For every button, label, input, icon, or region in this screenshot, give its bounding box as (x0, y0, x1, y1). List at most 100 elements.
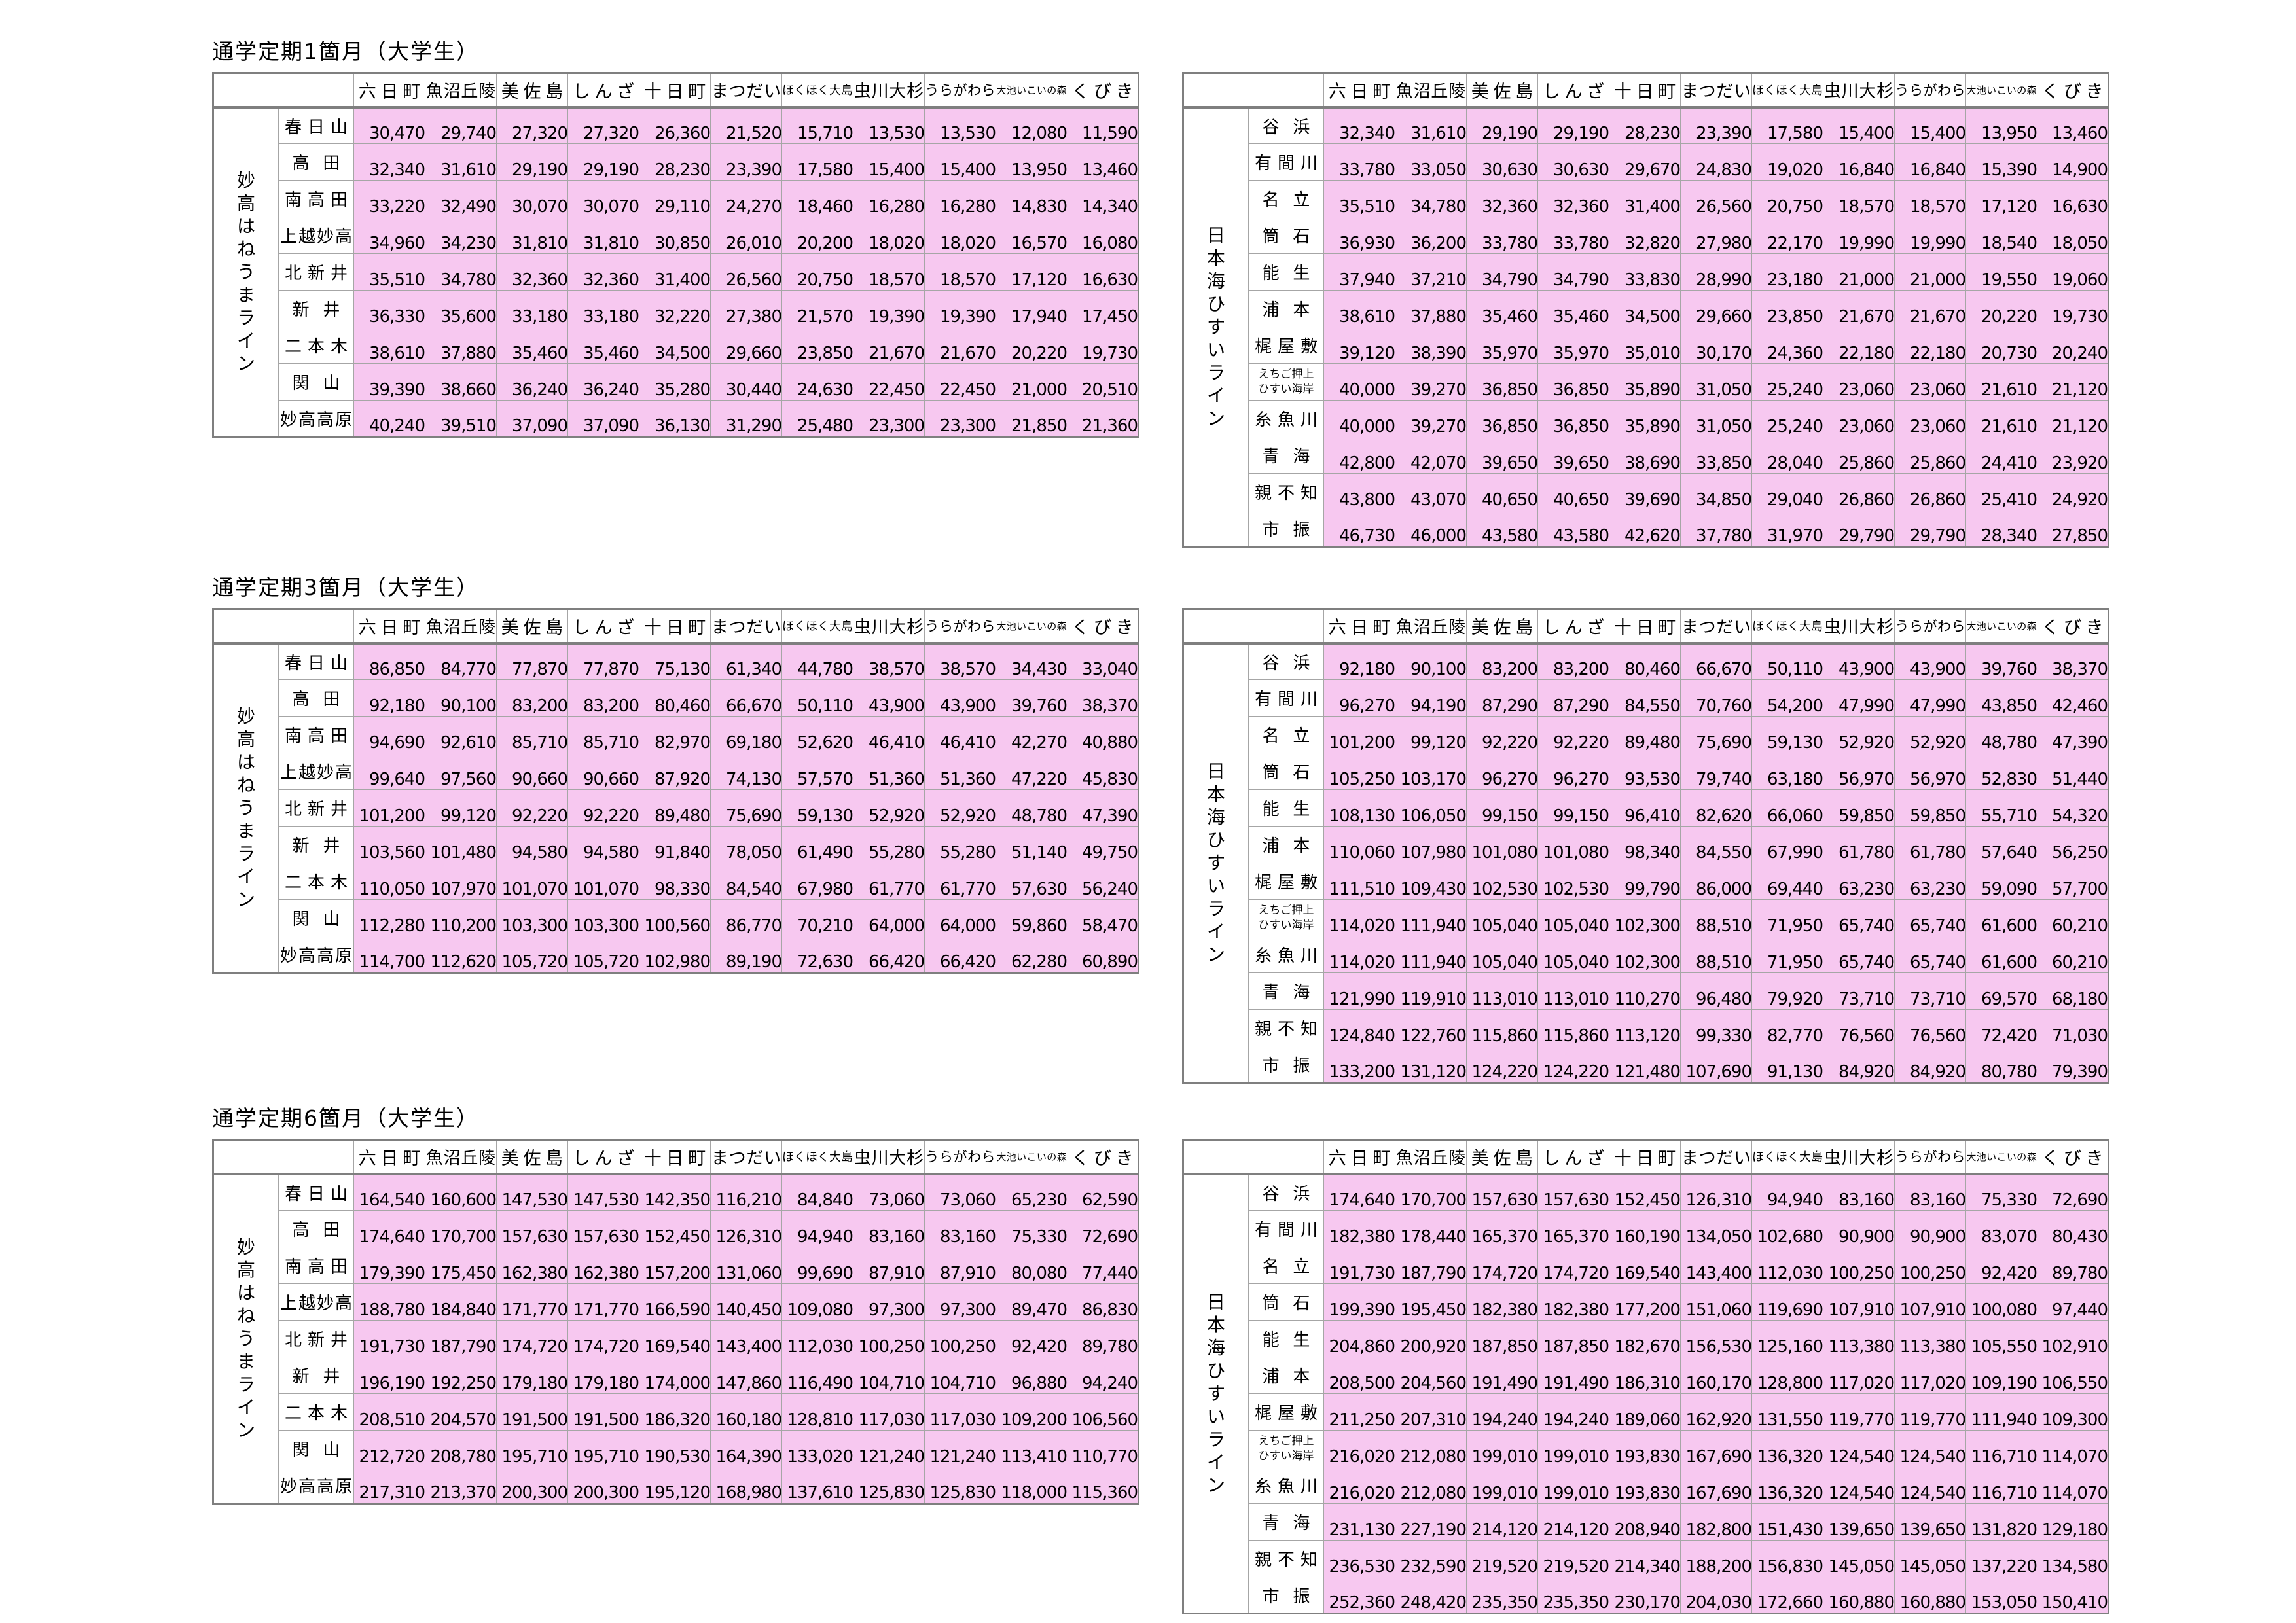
fare-cell: 114,020 (1323, 936, 1395, 973)
fare-cell: 52,920 (853, 789, 925, 827)
fare-cell: 30,070 (567, 180, 639, 217)
fare-cell: 83,200 (496, 679, 568, 717)
station-label: 春日山 (278, 107, 354, 144)
fare-cell: 37,210 (1395, 253, 1467, 291)
station-label: 市振 (1248, 1577, 1324, 1614)
table-row: 梶屋敷 111,510 109,430 102,530 102,530 99,790 86,… (1183, 863, 2109, 900)
fare-cell: 121,990 (1323, 972, 1395, 1010)
fare-cell: 90,660 (496, 753, 568, 790)
fare-cell: 109,190 (1965, 1357, 2037, 1394)
fare-cell: 140,450 (710, 1283, 782, 1321)
fare-cell: 174,640 (1323, 1173, 1395, 1211)
fare-cell: 39,270 (1395, 363, 1467, 401)
fare-cell: 52,920 (1894, 716, 1966, 753)
table-row: 筒石 105,250 103,170 96,270 96,270 93,530 79,740… (1183, 753, 2109, 790)
fare-cell: 21,120 (2037, 363, 2109, 401)
fare-cell: 92,220 (496, 789, 568, 827)
fare-cell: 28,340 (1965, 510, 2037, 547)
station-label: 北新井 (278, 1320, 354, 1357)
fare-cell: 30,850 (639, 217, 711, 254)
fare-cell: 31,810 (567, 217, 639, 254)
column-header: くびき (2037, 73, 2109, 109)
fare-cell: 36,240 (496, 363, 568, 401)
fare-cell: 19,990 (1894, 217, 1966, 254)
station-label: 名立 (1248, 716, 1324, 753)
fare-cell: 174,640 (353, 1210, 425, 1247)
fare-cell: 68,180 (2037, 972, 2109, 1010)
fare-cell: 156,530 (1680, 1320, 1752, 1357)
fare-cell: 46,000 (1395, 510, 1467, 547)
fare-cell: 162,380 (496, 1247, 568, 1284)
fare-cell: 204,570 (425, 1393, 497, 1431)
fare-cell: 87,290 (1466, 679, 1538, 717)
fare-cell: 103,560 (353, 826, 425, 863)
fare-cell: 117,030 (853, 1393, 925, 1431)
fare-cell: 17,450 (1067, 290, 1139, 327)
fare-cell: 64,000 (853, 899, 925, 936)
fare-cell: 103,300 (496, 899, 568, 936)
section-title: 通学定期1箇月（大学生） (212, 39, 479, 64)
fare-cell: 15,400 (853, 143, 925, 181)
station-label: 親不知 (1248, 473, 1324, 510)
fare-cell: 32,360 (1537, 180, 1609, 217)
fare-cell: 26,860 (1823, 473, 1895, 510)
fare-cell: 99,120 (425, 789, 497, 827)
fare-cell: 77,870 (496, 643, 568, 680)
fare-cell: 24,270 (710, 180, 782, 217)
fare-cell: 121,240 (924, 1430, 996, 1467)
fare-cell: 84,550 (1680, 826, 1752, 863)
fare-cell: 23,300 (924, 400, 996, 437)
fare-cell: 21,360 (1067, 400, 1139, 437)
fare-cell: 82,620 (1680, 789, 1752, 827)
fare-cell: 31,610 (425, 143, 497, 181)
fare-cell: 96,880 (996, 1357, 1067, 1394)
station-label: 関山 (278, 363, 354, 401)
station-label: 青海 (1248, 437, 1324, 474)
fare-cell: 85,710 (496, 716, 568, 753)
fare-cell: 23,850 (1751, 290, 1823, 327)
table-row: 親不知 124,840 122,760 115,860 115,860 113,120 99… (1183, 1009, 2109, 1046)
fare-cell: 87,910 (853, 1247, 925, 1284)
fare-cell: 19,390 (924, 290, 996, 327)
fare-cell: 207,310 (1395, 1393, 1467, 1431)
fare-cell: 61,780 (1894, 826, 1966, 863)
fare-cell: 17,940 (996, 290, 1067, 327)
fare-cell: 186,310 (1609, 1357, 1681, 1394)
fare-cell: 46,410 (924, 716, 996, 753)
fare-cell: 15,400 (924, 143, 996, 181)
fare-cell: 69,440 (1751, 863, 1823, 900)
fare-cell: 35,890 (1609, 400, 1681, 437)
fare-cell: 18,570 (924, 253, 996, 291)
fare-cell: 34,230 (425, 217, 497, 254)
fare-cell: 131,550 (1751, 1393, 1823, 1431)
fare-cell: 115,860 (1466, 1009, 1538, 1046)
fare-cell: 56,970 (1823, 753, 1895, 790)
station-label: 青海 (1248, 972, 1324, 1010)
fare-cell: 16,080 (1067, 217, 1139, 254)
fare-cell: 111,940 (1395, 899, 1467, 936)
fare-cell: 19,990 (1823, 217, 1895, 254)
fare-cell: 160,880 (1894, 1577, 1966, 1614)
fare-cell: 105,720 (567, 936, 639, 973)
station-label: 北新井 (278, 253, 354, 291)
fare-cell: 20,510 (1067, 363, 1139, 401)
fare-cell: 214,340 (1609, 1540, 1681, 1577)
fare-cell: 79,740 (1680, 753, 1752, 790)
fare-cell: 47,390 (2037, 716, 2109, 753)
column-header: くびき (1067, 1139, 1139, 1175)
fare-cell: 125,160 (1751, 1320, 1823, 1357)
fare-cell: 32,360 (496, 253, 568, 291)
fare-table-3-left: 六日町魚沼丘陵美佐島しんざ十日町まつだいほくほく大島虫川大杉うらがわら大池いこい… (212, 1139, 1139, 1505)
fare-cell: 49,750 (1067, 826, 1139, 863)
fare-cell: 26,360 (639, 107, 711, 144)
fare-cell: 195,120 (639, 1467, 711, 1504)
fare-cell: 27,980 (1680, 217, 1752, 254)
fare-cell: 20,240 (2037, 327, 2109, 364)
fare-cell: 18,050 (2037, 217, 2109, 254)
fare-cell: 103,170 (1395, 753, 1467, 790)
fare-cell: 99,150 (1466, 789, 1538, 827)
fare-cell: 23,300 (853, 400, 925, 437)
fare-cell: 24,830 (1680, 143, 1752, 181)
fare-cell: 75,690 (1680, 716, 1752, 753)
column-header: うらがわら (924, 609, 996, 645)
